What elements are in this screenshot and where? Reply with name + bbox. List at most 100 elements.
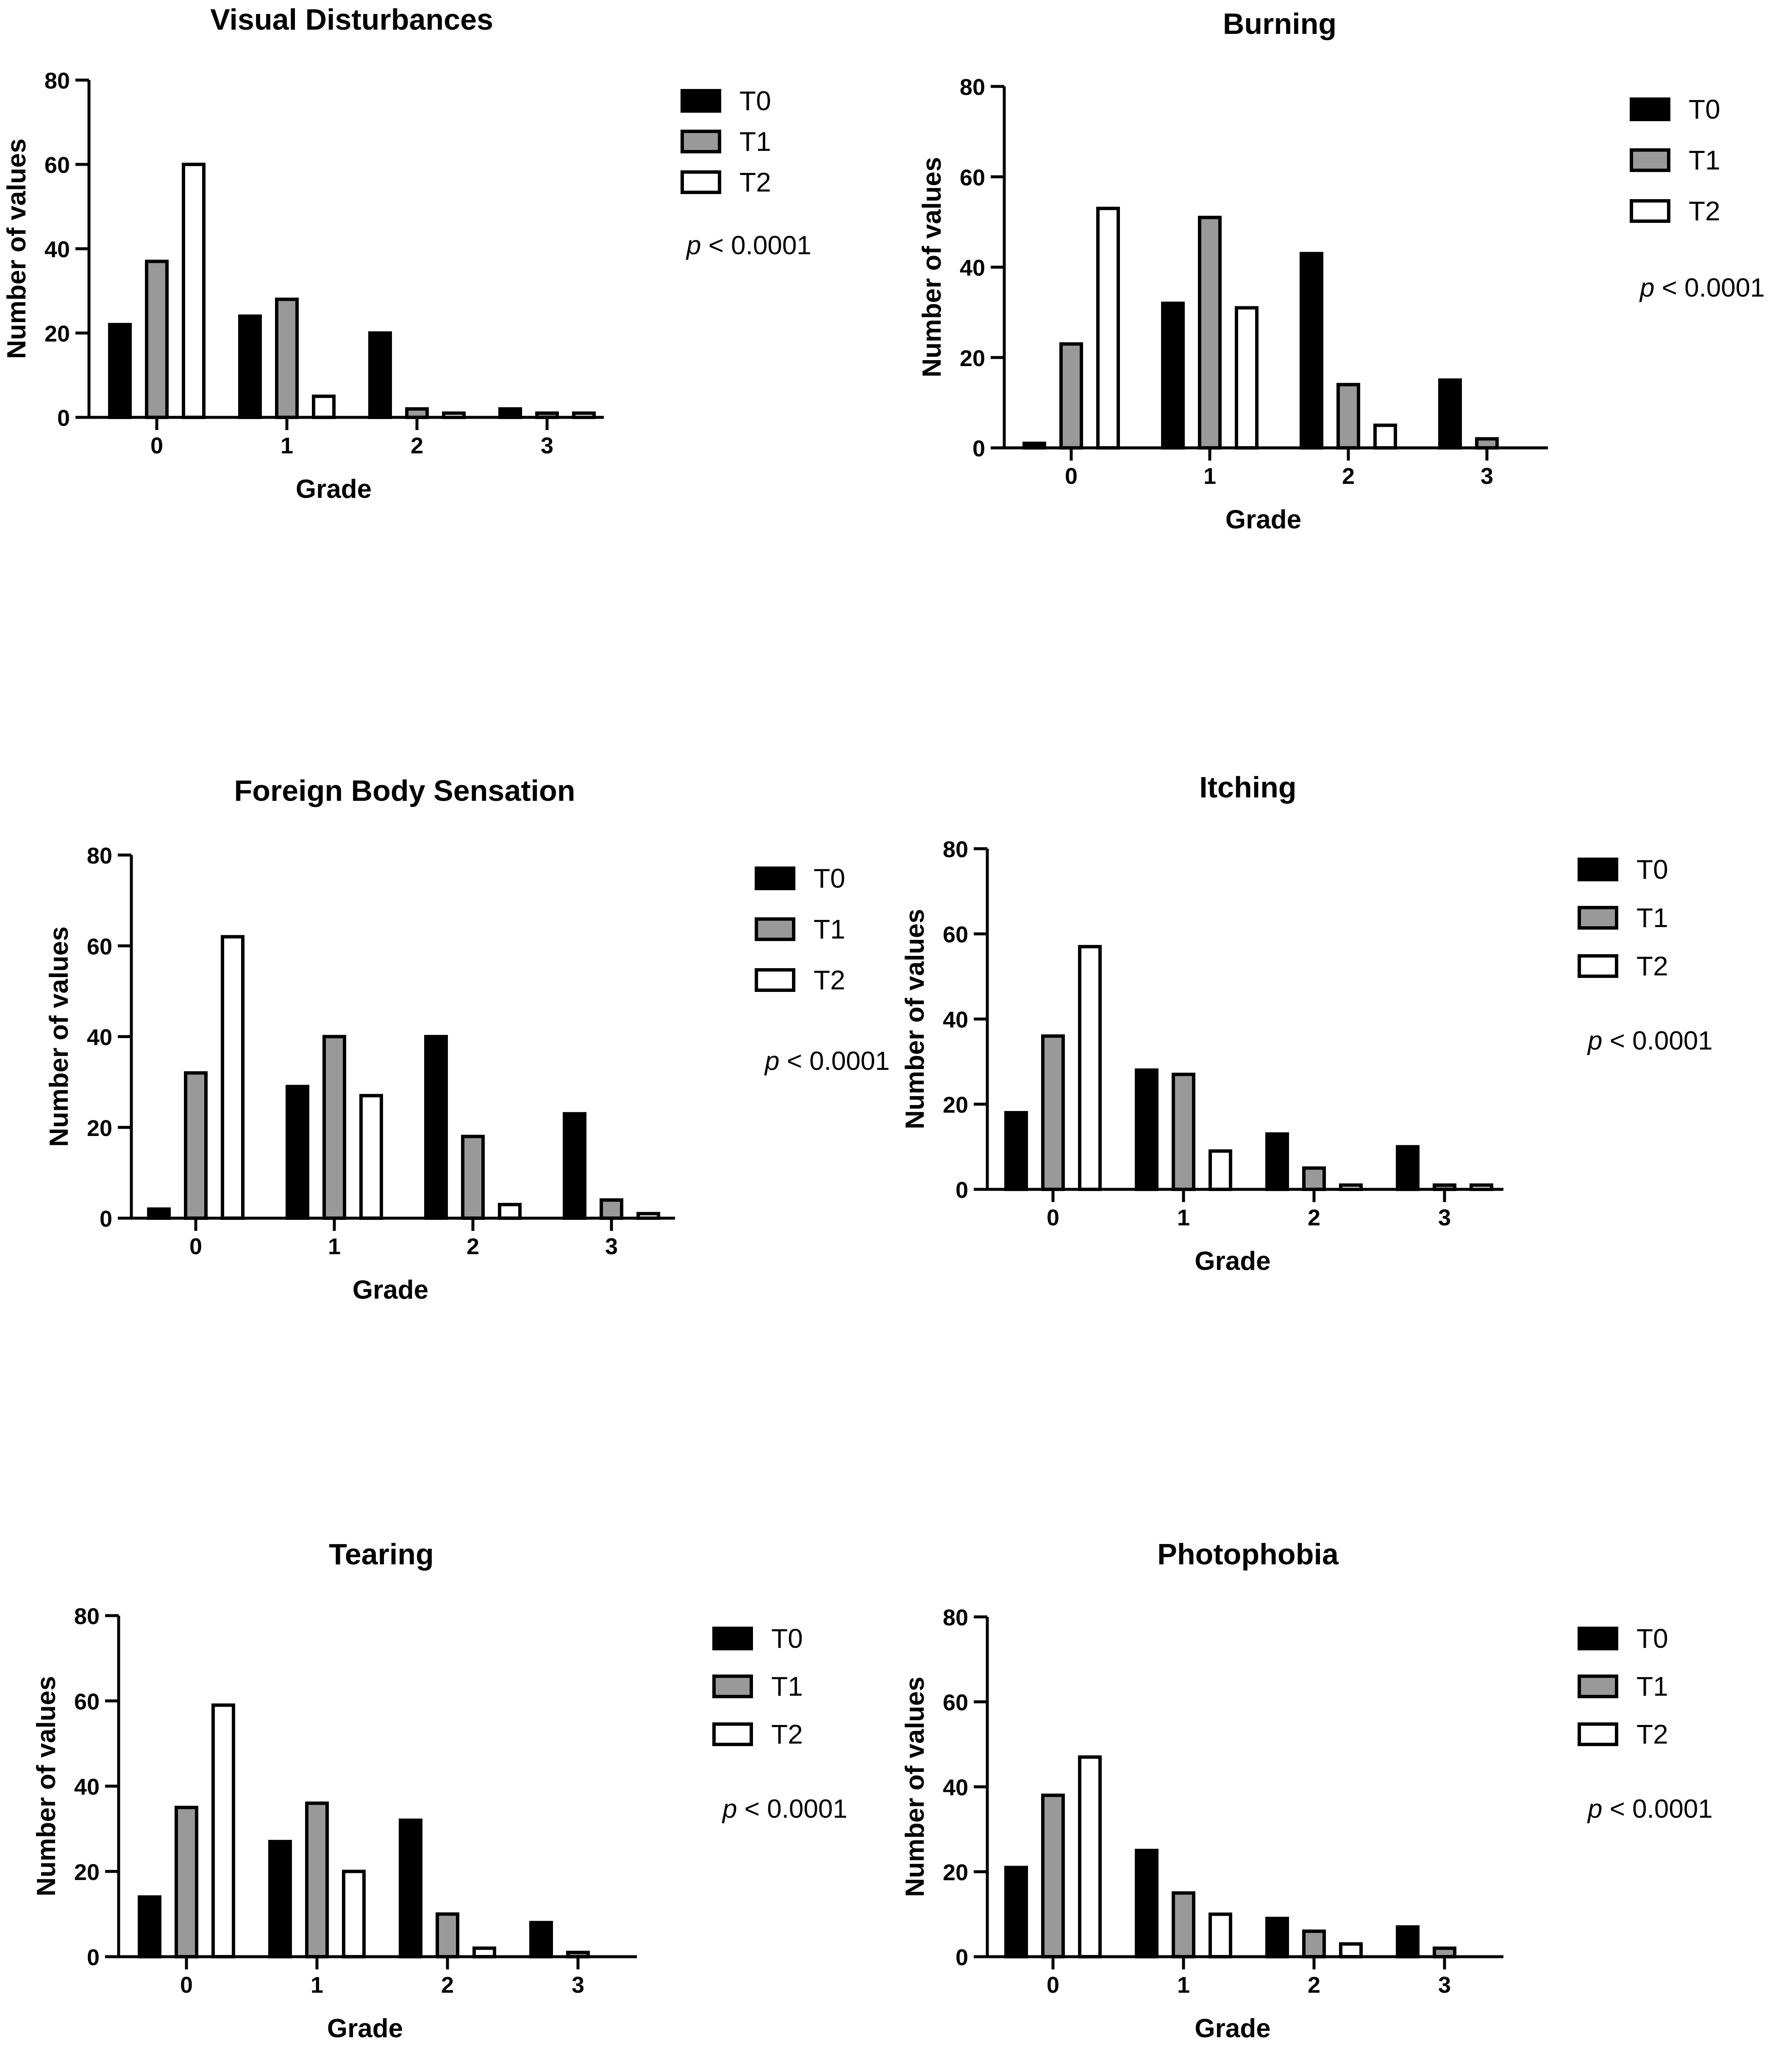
x-tick-label: 3 (541, 433, 553, 458)
legend-label-t1: T1 (1636, 1671, 1668, 1702)
legend-swatch-t1 (1578, 1675, 1618, 1698)
legend-swatch-t2 (1630, 199, 1670, 223)
y-tick-label: 20 (44, 321, 70, 347)
bar-t1-grade-0 (1059, 342, 1083, 450)
bar-t0-grade-2 (1265, 1916, 1289, 1958)
bar-t0-grade-2 (399, 1819, 422, 1958)
y-tick-label: 40 (943, 1775, 968, 1800)
p-value-annotation: p < 0.0001 (1639, 273, 1765, 303)
y-tick-label: 80 (943, 1605, 968, 1630)
legend-swatch-t1 (755, 917, 795, 941)
legend-swatch-t0 (712, 1627, 753, 1650)
p-value-annotation: p < 0.0001 (1587, 1794, 1713, 1824)
x-tick-label: 1 (328, 1234, 341, 1259)
x-tick-label: 2 (411, 433, 423, 458)
bar-t0-grade-1 (238, 314, 262, 419)
y-tick-label: 60 (960, 165, 985, 190)
bar-t2-grade-0 (211, 1703, 235, 1958)
x-tick-label: 1 (1203, 464, 1216, 489)
x-tick-label: 3 (1481, 464, 1493, 489)
bar-t1-grade-1 (275, 297, 299, 419)
chart-title: Itching (1199, 771, 1296, 804)
bar-t1-grade-0 (1041, 1034, 1065, 1191)
bar-t0-grade-0 (147, 1207, 171, 1220)
bar-t1-grade-1 (305, 1801, 329, 1958)
legend-swatch-t0 (1578, 858, 1618, 881)
chart-title: Foreign Body Sensation (234, 774, 575, 807)
chart-title: Tearing (329, 1538, 434, 1571)
p-value-annotation: p < 0.0001 (686, 231, 811, 260)
y-tick-label: 0 (956, 1945, 968, 1970)
bar-t0-grade-0 (108, 323, 132, 419)
legend-swatch-t0 (1630, 97, 1670, 121)
y-tick-label: 0 (87, 1945, 100, 1970)
y-tick-label: 20 (943, 1092, 968, 1118)
legend-label-t1: T1 (1636, 903, 1668, 933)
bar-t1-grade-0 (145, 259, 169, 419)
y-axis-label: Number of values (44, 926, 74, 1147)
legend-swatch-t2 (1578, 1722, 1618, 1746)
p-value-annotation: p < 0.0001 (722, 1794, 847, 1824)
bar-t2-grade-2 (1373, 423, 1397, 450)
x-axis-label: Grade (296, 475, 372, 504)
legend-swatch-t0 (755, 866, 795, 890)
bar-t0-grade-0 (1004, 1111, 1028, 1191)
y-tick-label: 40 (87, 1025, 112, 1050)
legend-label-t2: T2 (1636, 1719, 1668, 1750)
x-tick-label: 0 (1047, 1972, 1059, 1998)
bar-t2-grade-1 (1235, 306, 1259, 450)
bar-t1-grade-0 (175, 1805, 198, 1958)
bar-t0-grade-0 (138, 1895, 161, 1958)
y-tick-label: 20 (960, 346, 985, 371)
legend-swatch-t1 (712, 1675, 753, 1698)
legend-label-t0: T0 (1636, 1623, 1668, 1654)
y-tick-label: 60 (943, 922, 968, 947)
bar-t2-grade-1 (342, 1869, 366, 1958)
x-axis-label: Grade (1195, 1247, 1270, 1276)
bar-t0-grade-2 (368, 331, 392, 419)
bar-t0-grade-1 (1135, 1068, 1159, 1191)
legend-label-t1: T1 (771, 1671, 803, 1702)
legend-label-t0: T0 (1689, 94, 1720, 125)
legend-label-t1: T1 (814, 914, 845, 944)
legend-swatch-t2 (681, 170, 721, 194)
bar-t1-grade-3 (1433, 1946, 1456, 1959)
bar-t1-grade-3 (1433, 1183, 1456, 1191)
legend-swatch-t1 (1578, 906, 1618, 930)
y-tick-label: 80 (943, 837, 968, 862)
chart-panel-1: Burning 0 20 40 60 80 0 1 2 3 Grade Number of value… (917, 7, 1765, 534)
x-tick-label: 3 (605, 1234, 618, 1259)
bar-t2-grade-2 (1339, 1183, 1363, 1191)
bar-t2-grade-2 (472, 1946, 496, 1958)
bar-t0-grade-3 (498, 407, 522, 419)
y-axis-label: Number of values (32, 1676, 61, 1896)
bar-t0-grade-3 (1396, 1925, 1420, 1959)
x-tick-label: 0 (189, 1234, 202, 1259)
y-tick-label: 60 (943, 1690, 968, 1716)
x-axis-label: Grade (353, 1275, 428, 1305)
chart-panel-5: Photophobia 0 20 40 60 80 0 1 2 3 Grade Number of v… (900, 1538, 1713, 2043)
y-tick-label: 0 (956, 1177, 968, 1203)
y-tick-label: 0 (100, 1206, 112, 1232)
x-tick-label: 3 (1438, 1205, 1451, 1230)
x-tick-label: 1 (311, 1972, 323, 1998)
bar-t1-grade-2 (436, 1912, 459, 1958)
chart-panel-3: Itching 0 20 40 60 80 0 1 2 3 Grade Number of value… (900, 771, 1713, 1276)
bar-t1-grade-3 (1475, 437, 1499, 450)
legend-label-t2: T2 (771, 1719, 803, 1750)
y-tick-label: 60 (74, 1689, 100, 1714)
y-tick-label: 0 (972, 436, 985, 461)
x-tick-label: 1 (1177, 1205, 1190, 1230)
legend-swatch-t2 (1578, 954, 1618, 978)
bar-t0-grade-2 (1300, 252, 1323, 450)
bar-t2-grade-0 (1078, 945, 1102, 1191)
x-tick-label: 3 (1438, 1972, 1451, 1998)
bar-t1-grade-1 (322, 1035, 346, 1220)
bar-t2-grade-0 (1096, 206, 1120, 450)
y-axis-label: Number of values (2, 139, 31, 359)
legend-label-t1: T1 (1689, 145, 1720, 175)
bar-t0-grade-2 (1265, 1132, 1289, 1191)
x-tick-label: 0 (150, 433, 163, 458)
x-tick-label: 0 (1065, 464, 1078, 489)
